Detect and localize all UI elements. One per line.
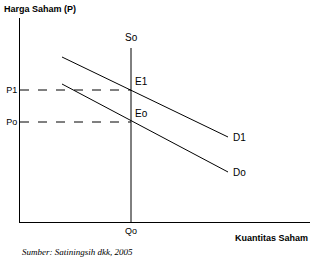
svg-text:Do: Do [233,167,246,178]
svg-text:P1: P1 [6,85,17,95]
svg-text:E1: E1 [135,76,148,87]
svg-text:Eo: Eo [135,108,148,119]
svg-text:Sumber: Satiningsih dkk, 2005: Sumber: Satiningsih dkk, 2005 [22,247,133,257]
svg-text:Harga Saham (P): Harga Saham (P) [4,4,76,14]
svg-text:Kuantitas Saham: Kuantitas Saham [235,233,308,243]
svg-text:So: So [125,32,138,43]
svg-text:Qo: Qo [125,226,137,236]
svg-text:Po: Po [6,117,17,127]
svg-text:D1: D1 [233,132,246,143]
